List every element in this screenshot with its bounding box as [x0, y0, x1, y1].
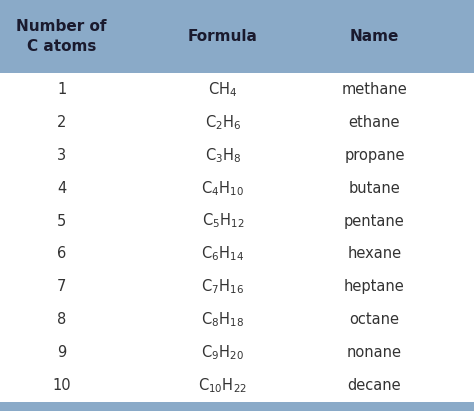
Bar	[0, 402, 474, 411]
Text: 1: 1	[57, 82, 66, 97]
Bar	[0, 0, 474, 73]
Text: C$_3$H$_8$: C$_3$H$_8$	[205, 146, 241, 165]
Text: nonane: nonane	[347, 345, 402, 360]
Text: hexane: hexane	[347, 247, 401, 261]
Text: pentane: pentane	[344, 214, 405, 229]
Text: 2: 2	[57, 115, 66, 130]
Text: Formula: Formula	[188, 29, 258, 44]
Text: 9: 9	[57, 345, 66, 360]
Text: methane: methane	[342, 82, 407, 97]
Text: decane: decane	[347, 378, 401, 393]
Text: C$_5$H$_{12}$: C$_5$H$_{12}$	[201, 212, 244, 231]
Text: CH$_4$: CH$_4$	[208, 80, 237, 99]
Text: C$_2$H$_6$: C$_2$H$_6$	[205, 113, 241, 132]
Text: C$_7$H$_{16}$: C$_7$H$_{16}$	[201, 277, 244, 296]
Text: C$_6$H$_{14}$: C$_6$H$_{14}$	[201, 245, 244, 263]
Text: heptane: heptane	[344, 279, 405, 294]
Text: propane: propane	[344, 148, 405, 163]
Text: butane: butane	[348, 181, 401, 196]
Text: C$_4$H$_{10}$: C$_4$H$_{10}$	[201, 179, 244, 198]
Text: Number of
C atoms: Number of C atoms	[17, 19, 107, 54]
Text: C$_{10}$H$_{22}$: C$_{10}$H$_{22}$	[198, 376, 247, 395]
Bar	[0, 73, 474, 402]
Text: 6: 6	[57, 247, 66, 261]
Text: 3: 3	[57, 148, 66, 163]
Text: 7: 7	[57, 279, 66, 294]
Text: octane: octane	[349, 312, 400, 327]
Text: 8: 8	[57, 312, 66, 327]
Text: 4: 4	[57, 181, 66, 196]
Text: C$_8$H$_{18}$: C$_8$H$_{18}$	[201, 310, 244, 329]
Text: 10: 10	[52, 378, 71, 393]
Text: C$_9$H$_{20}$: C$_9$H$_{20}$	[201, 343, 244, 362]
Text: ethane: ethane	[349, 115, 400, 130]
Text: Name: Name	[350, 29, 399, 44]
Text: 5: 5	[57, 214, 66, 229]
